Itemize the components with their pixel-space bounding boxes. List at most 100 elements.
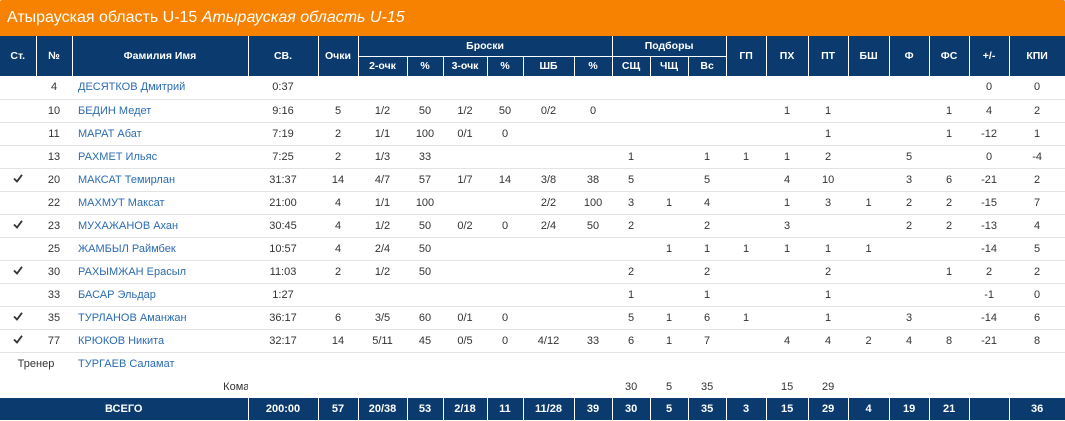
totals-time: 200:00 (248, 398, 319, 420)
player-oreb (612, 237, 651, 261)
header-efficiency[interactable]: КПИ (1009, 36, 1065, 76)
player-name-link[interactable]: ДЕСЯТКОВ Дмитрий (78, 81, 186, 94)
player-stl: 3 (808, 191, 849, 215)
player-dreb: 1 (650, 237, 689, 261)
player-num: 4 (36, 76, 72, 100)
header-def-reb[interactable]: ЧЩ (650, 56, 689, 76)
player-ft-pct (574, 260, 613, 284)
player-time: 21:00 (248, 191, 318, 215)
player-to: 1 (766, 237, 809, 261)
player-two: 1/2 (358, 260, 407, 284)
player-dreb (650, 283, 689, 307)
totals-two: 20/38 (358, 398, 408, 420)
player-eff: 2 (1009, 168, 1065, 192)
team-title-bar: Атырауская область U-15 Атырауская облас… (0, 0, 1065, 36)
starter-cell (0, 306, 36, 330)
header-assists[interactable]: ГП (726, 36, 767, 76)
header-time[interactable]: СВ. (248, 36, 319, 76)
player-three (443, 76, 487, 100)
player-ast (726, 122, 767, 146)
player-fd: 2 (929, 191, 970, 215)
boxscore-table: Ст. № Фамилия Имя СВ. Очки Броски Подбор… (0, 36, 1065, 420)
player-two: 1/3 (358, 145, 407, 169)
player-name-link[interactable]: МАКСАТ Темирлан (78, 173, 176, 186)
player-pts (318, 283, 358, 307)
player-ft-pct (574, 283, 613, 307)
header-ft-pct[interactable]: % (574, 56, 613, 76)
player-pm: -14 (969, 237, 1010, 261)
player-dreb: 1 (650, 306, 689, 330)
player-name-link[interactable]: ТУРЛАНОВ Аманжан (78, 311, 187, 324)
header-two-pct[interactable]: % (407, 56, 444, 76)
player-name-link[interactable]: МУХАЖАНОВ Ахан (78, 219, 179, 232)
player-name-cell: БЕДИН Медет (72, 99, 248, 123)
header-fouls[interactable]: Ф (889, 36, 930, 76)
totals-fd: 21 (929, 398, 970, 420)
check-icon (13, 266, 23, 275)
player-name-link[interactable]: МАХМУТ Максат (78, 196, 165, 209)
player-three (443, 191, 487, 215)
player-name-cell: МАРАТ Абат (72, 122, 248, 146)
player-three: 1/2 (443, 99, 487, 123)
header-fouls-drawn[interactable]: ФС (929, 36, 970, 76)
player-dreb (650, 214, 689, 238)
player-ft-pct: 50 (574, 214, 613, 238)
coach-name-link[interactable]: ТУРГАЕВ Саламат (78, 357, 175, 370)
header-off-reb[interactable]: СЩ (612, 56, 651, 76)
header-two-pt[interactable]: 2-очк (358, 56, 408, 76)
player-name-link[interactable]: РАХМЕТ Ильяс (78, 150, 158, 163)
player-pts: 4 (318, 214, 358, 238)
player-name-link[interactable]: БЕДИН Медет (78, 104, 152, 117)
player-oreb: 6 (612, 329, 651, 353)
player-ast: 1 (726, 145, 767, 169)
player-two (358, 283, 407, 307)
player-eff: 2 (1009, 260, 1065, 284)
player-two-pct: 100 (407, 191, 443, 215)
player-three-pct (487, 191, 523, 215)
player-time: 31:37 (248, 168, 318, 192)
player-name-link[interactable]: ЖАМБЫЛ Раймбек (78, 242, 176, 255)
player-name-link[interactable]: КРЮКОВ Никита (78, 334, 165, 347)
header-name[interactable]: Фамилия Имя (72, 36, 249, 76)
player-two: 1/1 (358, 122, 407, 146)
header-starter[interactable]: Ст. (0, 36, 37, 76)
header-steals[interactable]: ПТ (808, 36, 849, 76)
totals-pf: 19 (889, 398, 930, 420)
player-pm: 0 (969, 76, 1010, 100)
player-name-cell: МУХАЖАНОВ Ахан (72, 214, 248, 238)
player-pf (889, 283, 930, 307)
player-name-link[interactable]: РАХЫМЖАН Ерасыл (78, 265, 187, 278)
header-points[interactable]: Очки (318, 36, 359, 76)
player-num: 77 (36, 329, 72, 353)
player-to (766, 283, 809, 307)
header-three-pct[interactable]: % (487, 56, 524, 76)
player-pf (889, 237, 930, 261)
player-time: 11:03 (248, 260, 318, 284)
player-name-link[interactable]: БАСАР Эльдар (78, 288, 156, 301)
player-ft: 4/12 (523, 329, 574, 353)
check-icon (13, 312, 23, 321)
player-three (443, 260, 487, 284)
header-plus-minus[interactable]: +/- (969, 36, 1010, 76)
player-two-pct: 50 (407, 237, 443, 261)
totals-stl: 29 (808, 398, 849, 420)
header-turnovers[interactable]: ПХ (766, 36, 809, 76)
header-shots-group: Броски (358, 36, 613, 57)
header-three-pt[interactable]: 3-очк (443, 56, 488, 76)
player-blk (848, 122, 890, 146)
player-pts: 4 (318, 191, 358, 215)
header-blocks[interactable]: БШ (848, 36, 890, 76)
totals-label: ВСЕГО (0, 398, 249, 420)
player-row: 22 МАХМУТ Максат 21:00 4 1/1 100 2/2 100 3 1 4 1 3 1 2… (0, 191, 1065, 215)
header-number[interactable]: № (36, 36, 73, 76)
player-pts (318, 76, 358, 100)
player-name-cell: ТУРЛАНОВ Аманжан (72, 306, 248, 330)
player-name-link[interactable]: МАРАТ Абат (78, 127, 142, 140)
header-free-throws[interactable]: ШБ (523, 56, 575, 76)
header-total-reb[interactable]: Вс (688, 56, 727, 76)
totals-blk: 4 (848, 398, 890, 420)
totals-pm (969, 398, 1010, 420)
totals-eff: 36 (1009, 398, 1065, 420)
player-pf (889, 260, 930, 284)
player-two-pct: 50 (407, 99, 443, 123)
